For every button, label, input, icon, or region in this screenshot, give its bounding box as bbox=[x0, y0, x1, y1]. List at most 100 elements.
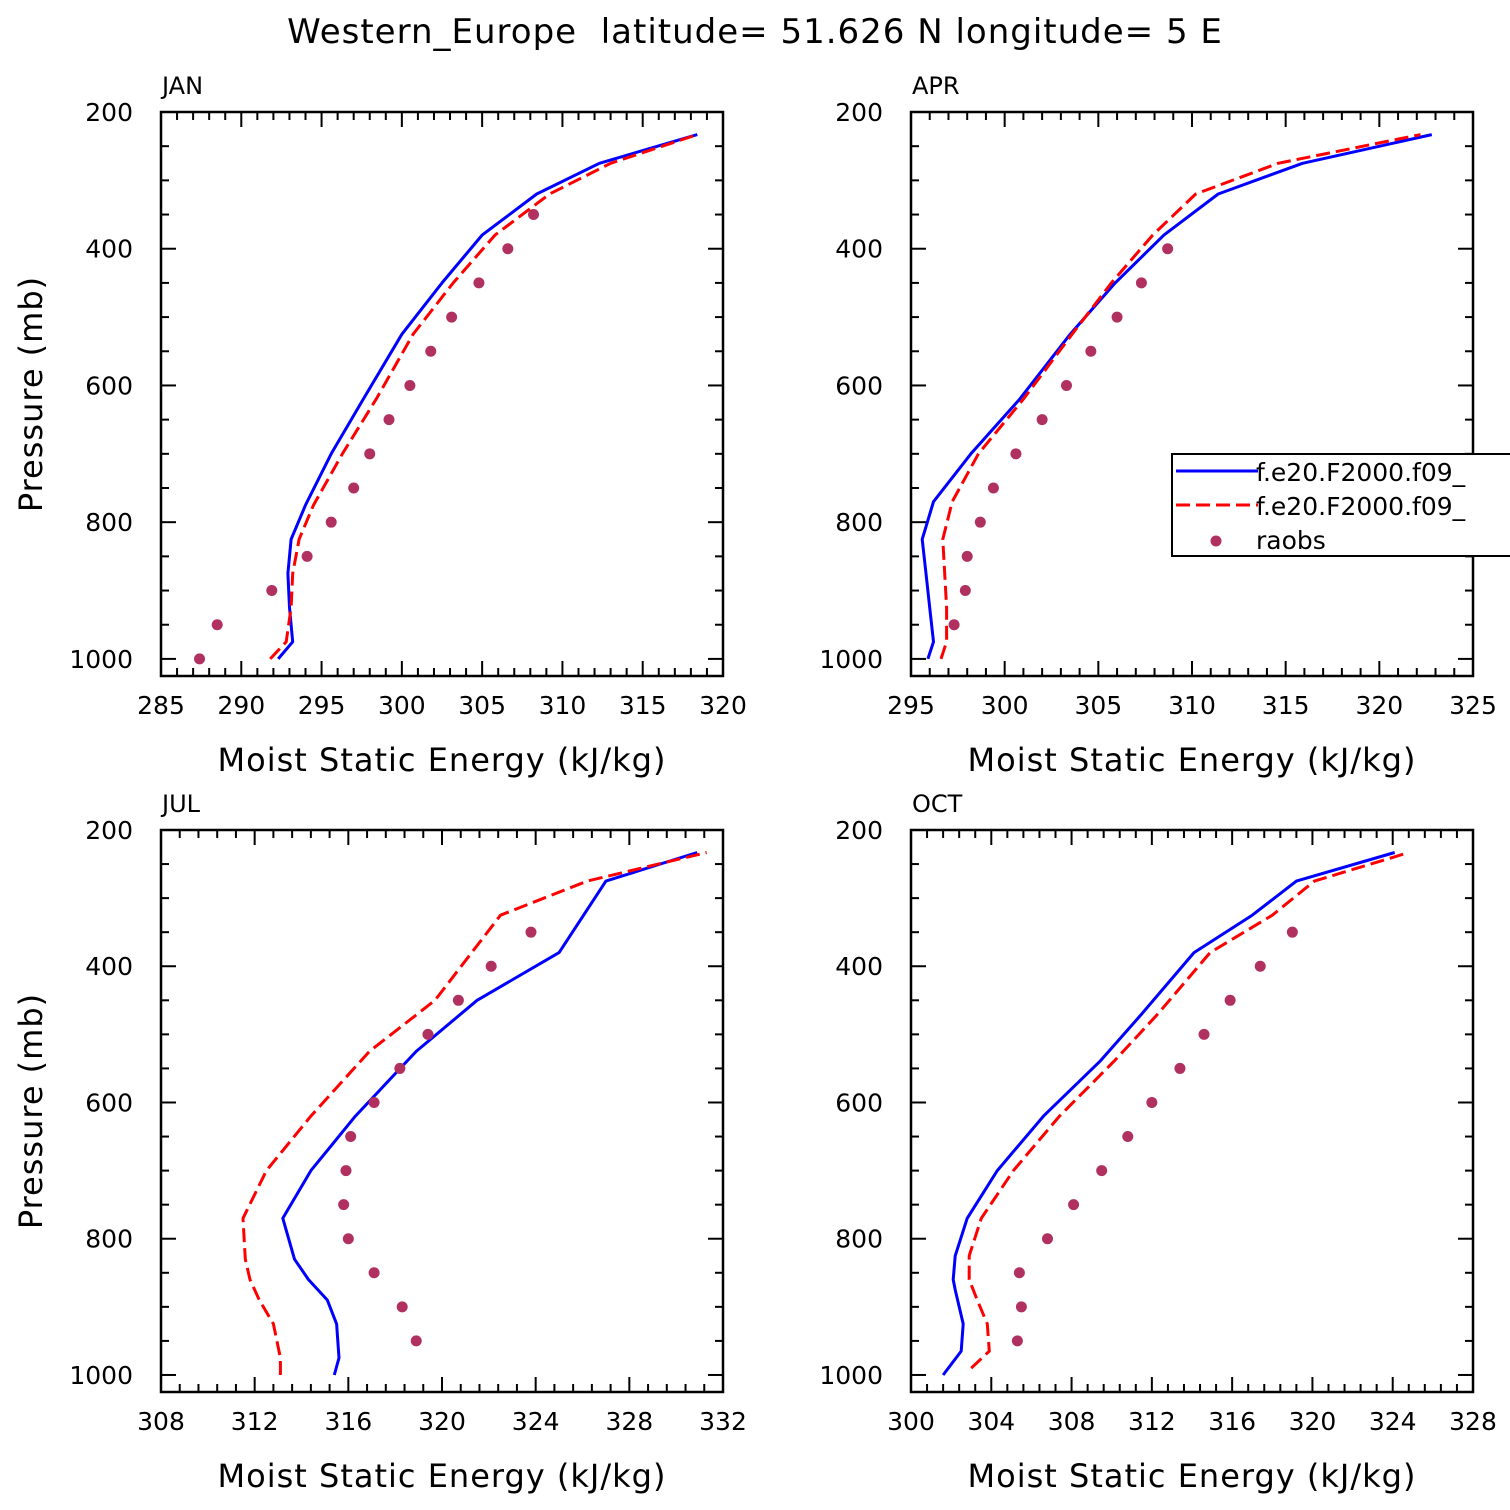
y-tick-label: 400 bbox=[835, 235, 883, 264]
x-tick-label: 290 bbox=[217, 691, 265, 720]
panel-jul: 308 312 316 320 324 328 332 200 400 600 800 1000 JUL… bbox=[12, 790, 747, 1495]
legend-label: raobs bbox=[1256, 526, 1326, 555]
x-tick-label: 315 bbox=[1262, 691, 1310, 720]
x-tick-label: 332 bbox=[699, 1407, 747, 1436]
x-tick-label: 316 bbox=[324, 1407, 372, 1436]
raobs-point bbox=[368, 1267, 380, 1279]
x-axis-label: Moist Static Energy (kJ/kg) bbox=[218, 1457, 667, 1495]
x-axis-label: Moist Static Energy (kJ/kg) bbox=[218, 741, 667, 779]
panel-label: APR bbox=[912, 72, 960, 100]
model-line-dashed bbox=[967, 851, 1410, 1370]
model-line-solid bbox=[281, 851, 698, 1376]
y-tick-label: 200 bbox=[835, 98, 883, 127]
raobs-point bbox=[1013, 1267, 1025, 1279]
raobs-point bbox=[1060, 379, 1072, 391]
y-tick-label: 800 bbox=[835, 1225, 883, 1254]
x-tick-label: 308 bbox=[1048, 1407, 1096, 1436]
raobs-point bbox=[987, 482, 999, 494]
x-tick-label: 320 bbox=[699, 691, 747, 720]
y-tick-label: 400 bbox=[835, 952, 883, 981]
legend-label: f.e20.F2000.f09_ bbox=[1256, 458, 1466, 487]
raobs-point bbox=[525, 926, 537, 938]
x-tick-label: 324 bbox=[1369, 1407, 1417, 1436]
model-line-dashed bbox=[269, 133, 698, 660]
x-tick-label: 320 bbox=[1355, 691, 1403, 720]
raobs-point bbox=[301, 550, 313, 562]
x-tick-label: 328 bbox=[605, 1407, 653, 1436]
x-tick-label: 320 bbox=[1289, 1407, 1337, 1436]
raobs-point bbox=[396, 1301, 408, 1313]
panel-label: JAN bbox=[160, 72, 203, 100]
raobs-point bbox=[342, 1233, 354, 1245]
panel-jan: 285 290 295 300 305 310 315 320 200 400 600 800 1000… bbox=[12, 72, 747, 779]
panel-label: JUL bbox=[160, 790, 201, 818]
raobs-point bbox=[348, 482, 360, 494]
raobs-point bbox=[1036, 414, 1048, 426]
raobs-point bbox=[502, 243, 514, 255]
y-tick-label: 1000 bbox=[69, 645, 133, 674]
x-tick-label: 315 bbox=[619, 691, 667, 720]
x-tick-label: 312 bbox=[231, 1407, 279, 1436]
x-tick-label: 300 bbox=[981, 691, 1029, 720]
y-tick-label: 200 bbox=[835, 816, 883, 845]
raobs-point bbox=[446, 311, 458, 323]
raobs-point bbox=[974, 516, 986, 528]
raobs-point bbox=[1135, 277, 1147, 289]
figure-title: Western_Europe latitude= 51.626 N longit… bbox=[287, 12, 1223, 52]
raobs-point bbox=[340, 1165, 352, 1177]
raobs-point bbox=[194, 653, 206, 665]
model-line-solid bbox=[920, 133, 1433, 660]
raobs-point bbox=[1254, 960, 1266, 972]
y-tick-label: 1000 bbox=[819, 1361, 883, 1390]
raobs-point bbox=[1224, 994, 1236, 1006]
model-line-dashed bbox=[939, 133, 1421, 660]
legend-label: f.e20.F2000.f09_ bbox=[1256, 492, 1466, 521]
y-tick-label: 1000 bbox=[69, 1361, 133, 1390]
raobs-point bbox=[404, 379, 416, 391]
legend: f.e20.F2000.f09_ f.e20.F2000.f09_raobs bbox=[1171, 453, 1510, 557]
x-tick-label: 300 bbox=[887, 1407, 935, 1436]
raobs-point bbox=[325, 516, 337, 528]
raobs-point bbox=[425, 345, 437, 357]
x-tick-label: 312 bbox=[1128, 1407, 1176, 1436]
raobs-point bbox=[422, 1028, 434, 1040]
raobs-point bbox=[410, 1335, 422, 1347]
x-tick-label: 285 bbox=[137, 691, 185, 720]
raobs-point bbox=[338, 1199, 350, 1211]
x-tick-label: 295 bbox=[298, 691, 346, 720]
y-tick-label: 600 bbox=[85, 371, 133, 400]
raobs-point bbox=[211, 619, 223, 631]
y-tick-label: 800 bbox=[835, 508, 883, 537]
x-tick-label: 304 bbox=[967, 1407, 1015, 1436]
raobs-point bbox=[1198, 1028, 1210, 1040]
y-tick-label: 800 bbox=[85, 1225, 133, 1254]
x-tick-label: 295 bbox=[887, 691, 935, 720]
x-tick-label: 305 bbox=[458, 691, 506, 720]
raobs-point bbox=[1011, 1335, 1023, 1347]
raobs-point bbox=[452, 994, 464, 1006]
raobs-point bbox=[1162, 243, 1174, 255]
raobs-point bbox=[1286, 926, 1298, 938]
y-tick-label: 200 bbox=[85, 816, 133, 845]
panel-label: OCT bbox=[912, 790, 963, 818]
y-tick-label: 600 bbox=[835, 371, 883, 400]
raobs-point bbox=[959, 585, 971, 597]
raobs-point bbox=[961, 550, 973, 562]
legend-swatch-raobs bbox=[1210, 535, 1222, 547]
model-line-solid bbox=[941, 851, 1396, 1376]
raobs-point bbox=[948, 619, 960, 631]
raobs-point bbox=[473, 277, 485, 289]
raobs-point bbox=[1146, 1096, 1158, 1108]
plot-frame bbox=[159, 110, 725, 678]
raobs-point bbox=[368, 1096, 380, 1108]
x-tick-label: 325 bbox=[1449, 691, 1497, 720]
y-tick-label: 600 bbox=[85, 1088, 133, 1117]
x-tick-label: 308 bbox=[137, 1407, 185, 1436]
raobs-point bbox=[383, 414, 395, 426]
model-line-solid bbox=[277, 133, 698, 660]
x-axis-label: Moist Static Energy (kJ/kg) bbox=[968, 741, 1417, 779]
raobs-point bbox=[394, 1062, 406, 1074]
raobs-point bbox=[1096, 1165, 1108, 1177]
y-axis-label: Pressure (mb) bbox=[12, 993, 50, 1229]
